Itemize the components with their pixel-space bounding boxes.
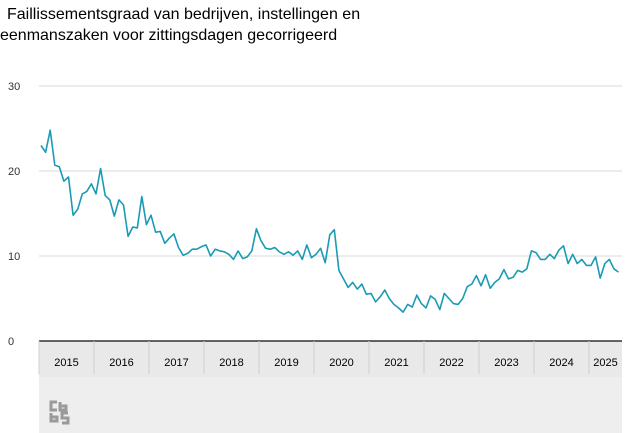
x-tick-label: 2025	[593, 357, 617, 369]
x-tick-label: 2023	[494, 357, 518, 369]
series-line	[40, 129, 619, 313]
x-tick-label: 2017	[164, 357, 188, 369]
x-tick-label: 2019	[274, 357, 298, 369]
y-tick-label: 20	[8, 166, 20, 178]
chart-title: Faillissementsgraad van bedrijven, inste…	[0, 4, 620, 46]
x-tick-label: 2016	[109, 357, 133, 369]
cbs-logo-icon: cbs	[49, 400, 70, 425]
chart-title-line-2: eenmanszaken voor zittingsdagen gecorrig…	[0, 27, 338, 44]
x-tick-label: 2015	[54, 357, 78, 369]
x-tick-label: 2020	[329, 357, 353, 369]
x-tick-label: 2021	[384, 357, 408, 369]
x-tick-label: 2018	[219, 357, 243, 369]
y-tick-label: 10	[8, 251, 20, 263]
x-tick-label: 2024	[549, 357, 573, 369]
x-axis-band	[39, 341, 622, 378]
x-tick-label: 2022	[439, 357, 463, 369]
y-tick-label: 30	[8, 81, 20, 93]
chart-title-line-1: Faillissementsgraad van bedrijven, inste…	[7, 6, 361, 23]
footer-band	[39, 377, 622, 433]
y-tick-label: 0	[8, 336, 14, 348]
